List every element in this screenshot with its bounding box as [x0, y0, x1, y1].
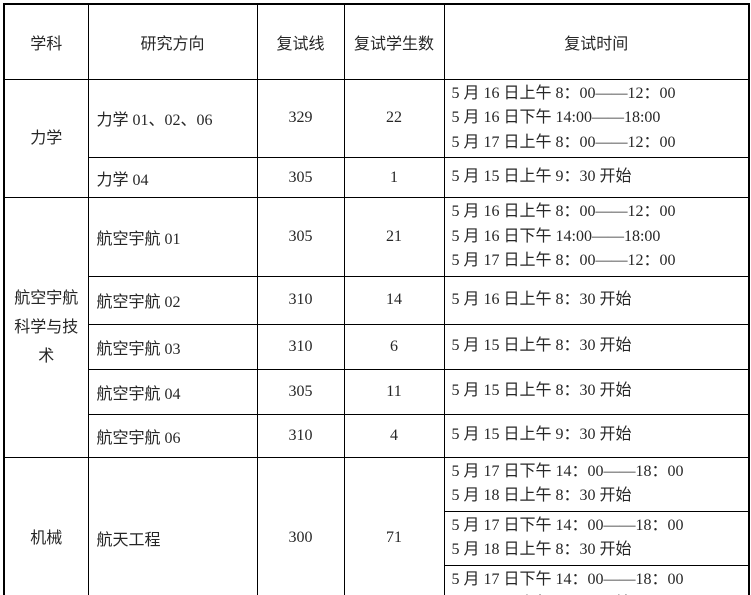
- direction-cell: 航空宇航 04: [87, 368, 258, 415]
- subject-cell-aerospace: 航空宇航科学与技术: [3, 197, 89, 458]
- direction-cell: 力学 04: [87, 157, 258, 198]
- time-line: 5 月 16 日上午 8：00——12：00: [451, 84, 676, 102]
- score-line-cell: 300: [256, 456, 345, 595]
- time-cell: 5 月 16 日上午 8：30 开始: [443, 275, 750, 325]
- header-row: 学科 研究方向 复试线 复试学生数 复试时间: [3, 3, 750, 80]
- time-line: 5 月 17 日下午 14：00——18：00: [451, 570, 684, 588]
- score-line-cell: 305: [256, 197, 345, 277]
- time-cell: 5 月 17 日下午 14：00——18：00 5 月 18 日上午 8：30 …: [443, 510, 750, 566]
- score-line-cell: 310: [256, 323, 345, 370]
- student-count-cell: 1: [343, 157, 445, 198]
- time-line: 5 月 15 日上午 8：30 开始: [451, 337, 632, 355]
- time-line: 5 月 16 日上午 8：30 开始: [451, 290, 632, 308]
- table-row: 5 月 17 日下午 14：00——18：00 5 月 18 日上午 8：30 …: [4, 564, 750, 595]
- time-cell: 5 月 17 日下午 14：00——18：00 5 月 18 日上午 8：30 …: [443, 456, 750, 512]
- time-cell: 5 月 15 日上午 8：30 开始: [443, 368, 750, 415]
- student-count-cell: 14: [343, 275, 445, 325]
- time-cell: 5 月 15 日上午 9：30 开始: [443, 157, 750, 198]
- subject-cell-machinery: 机械: [3, 456, 89, 595]
- direction-cell: 力学 01、02、06: [87, 78, 258, 158]
- table-row: 5 月 17 日下午 14：00——18：00 5 月 18 日上午 8：30 …: [4, 510, 750, 566]
- subject-cell-mechanics: 力学: [3, 78, 89, 198]
- score-line-cell: 305: [256, 157, 345, 198]
- table-row: 航空宇航 06 310 4 5 月 15 日上午 9：30 开始: [4, 413, 750, 458]
- time-line: 5 月 15 日上午 9：30 开始: [451, 426, 632, 444]
- student-count-cell: 21: [343, 197, 445, 277]
- time-line: 5 月 17 日上午 8：00——12：00: [451, 252, 676, 269]
- score-line-cell: 310: [256, 275, 345, 325]
- table-row: 航空宇航科学与技术 航空宇航 01 305 21 5 月 16 日上午 8：00…: [3, 197, 750, 458]
- col-header-time: 复试时间: [443, 3, 750, 80]
- time-cell: 5 月 16 日上午 8：00——12：00 5 月 16 日下午 14:00—…: [443, 78, 750, 158]
- direction-cell: 航空宇航 01: [87, 197, 258, 277]
- table-row: 航空宇航 04 305 11 5 月 15 日上午 8：30 开始: [4, 368, 750, 415]
- col-header-subject: 学科: [3, 3, 89, 80]
- time-line: 5 月 17 日下午 14：00——18：00: [451, 516, 684, 534]
- score-line-cell: 305: [256, 368, 345, 415]
- time-line: 5 月 15 日上午 9：30 开始: [451, 168, 632, 186]
- fushi-schedule-table: 学科 研究方向 复试线 复试学生数 复试时间 力学 力学 01、02、06 32…: [3, 3, 750, 595]
- col-header-student-count: 复试学生数: [343, 3, 445, 80]
- time-line: 5 月 17 日上午 8：00——12：00: [451, 133, 676, 151]
- table-row: 力学 力学 01、02、06 329 22 5 月 16 日上午 8：00——1…: [3, 78, 750, 198]
- time-cell: 5 月 15 日上午 8：30 开始: [443, 323, 750, 370]
- direction-cell: 航天工程: [87, 456, 258, 595]
- direction-cell: 航空宇航 03: [87, 323, 258, 370]
- time-line: 5 月 18 日上午 8：30 开始: [451, 487, 632, 504]
- direction-cell: 航空宇航 06: [87, 413, 258, 458]
- time-line: 5 月 17 日下午 14：00——18：00: [451, 462, 684, 480]
- table-row: 航空宇航 03 310 6 5 月 15 日上午 8：30 开始: [4, 323, 750, 370]
- col-header-score-line: 复试线: [256, 3, 345, 80]
- table-row: 航空宇航 02 310 14 5 月 16 日上午 8：30 开始: [4, 275, 750, 325]
- time-line: 5 月 16 日下午 14:00——18:00: [451, 109, 661, 126]
- time-cell: 5 月 17 日下午 14：00——18：00 5 月 18 日上午 8：30 …: [443, 564, 750, 595]
- time-line: 5 月 18 日上午 8：30 开始: [451, 541, 632, 558]
- student-count-cell: 22: [343, 78, 445, 158]
- time-line: 5 月 15 日上午 8：30 开始: [451, 382, 632, 400]
- student-count-cell: 6: [343, 323, 445, 370]
- time-cell: 5 月 16 日上午 8：00——12：00 5 月 16 日下午 14:00—…: [443, 197, 750, 277]
- table-row: 机械 航天工程 300 71 5 月 17 日下午 14：00——18：00 5…: [3, 456, 750, 595]
- table-row: 力学 04 305 1 5 月 15 日上午 9：30 开始: [4, 157, 750, 198]
- direction-cell: 航空宇航 02: [87, 275, 258, 325]
- score-line-cell: 329: [256, 78, 345, 158]
- col-header-direction: 研究方向: [87, 3, 258, 80]
- time-line: 5 月 16 日下午 14:00——18:00: [451, 227, 661, 245]
- time-line: 5 月 16 日上午 8：00——12：00: [451, 203, 676, 220]
- score-line-cell: 310: [256, 413, 345, 458]
- student-count-cell: 4: [343, 413, 445, 458]
- student-count-cell: 11: [343, 368, 445, 415]
- student-count-cell: 71: [343, 456, 445, 595]
- time-cell: 5 月 15 日上午 9：30 开始: [443, 413, 750, 458]
